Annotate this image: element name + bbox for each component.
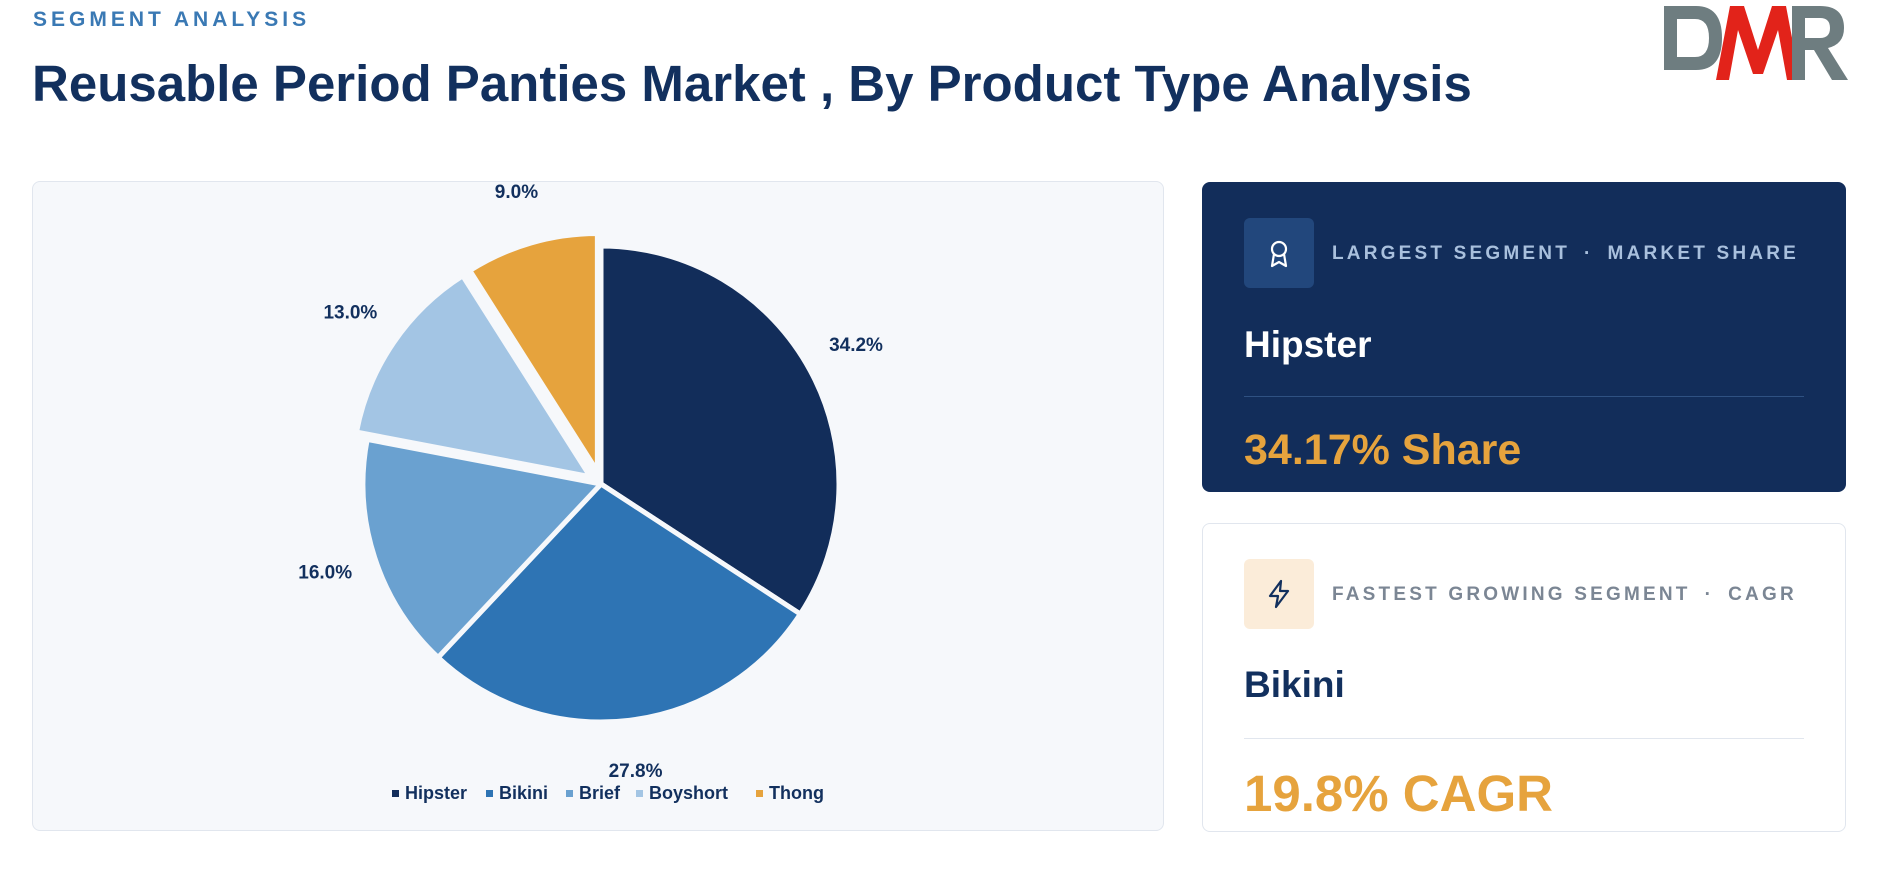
card-label: LARGEST SEGMENT · MARKET SHARE bbox=[1332, 243, 1799, 265]
segment-name: Bikini bbox=[1244, 664, 1345, 705]
section-eyebrow: SEGMENT ANALYSIS bbox=[33, 8, 311, 31]
chart-panel: 34.2% 27.8% 16.0% 13.0% 9.0% Hipster Bikini Br… bbox=[32, 181, 1164, 831]
legend-item-thong[interactable]: Thong bbox=[756, 783, 824, 803]
segment-value: 19.8% CAGR bbox=[1244, 765, 1553, 822]
pie-slice-boyshort[interactable] bbox=[353, 273, 593, 480]
pie-slice-brief[interactable] bbox=[360, 436, 604, 660]
label-segment: LARGEST SEGMENT bbox=[1332, 243, 1571, 264]
card-divider bbox=[1244, 738, 1804, 739]
legend-label: Brief bbox=[579, 783, 621, 803]
label-separator: · bbox=[1704, 584, 1715, 605]
fastest-growing-card: FASTEST GROWING SEGMENT · CAGR Bikini 19.8… bbox=[1202, 523, 1846, 832]
pie-slice-bikini[interactable] bbox=[435, 481, 803, 725]
legend-swatch bbox=[566, 790, 573, 797]
segment-name: Hipster bbox=[1244, 324, 1372, 365]
lightning-bolt-icon bbox=[1244, 559, 1314, 629]
data-label-boyshort: 13.0% bbox=[323, 303, 377, 324]
data-label-thong: 9.0% bbox=[495, 182, 538, 203]
award-ribbon-icon bbox=[1244, 218, 1314, 288]
legend-swatch bbox=[636, 790, 643, 797]
dmr-logo bbox=[1664, 6, 1848, 80]
legend-label: Boyshort bbox=[649, 783, 728, 803]
label-segment: FASTEST GROWING SEGMENT bbox=[1332, 584, 1691, 605]
legend-item-boyshort[interactable]: Boyshort bbox=[636, 783, 728, 803]
legend-swatch bbox=[392, 790, 399, 797]
pie-slice-thong[interactable] bbox=[467, 231, 600, 475]
legend-item-bikini[interactable]: Bikini bbox=[486, 783, 548, 803]
largest-segment-card: LARGEST SEGMENT · MARKET SHARE Hipster 34.… bbox=[1202, 182, 1846, 492]
legend-label: Thong bbox=[769, 783, 824, 803]
card-label: FASTEST GROWING SEGMENT · CAGR bbox=[1332, 584, 1797, 606]
legend-swatch bbox=[756, 790, 763, 797]
pie-chart: 34.2% 27.8% 16.0% 13.0% 9.0% Hipster Bikini Br… bbox=[298, 182, 883, 803]
legend-item-brief[interactable]: Brief bbox=[566, 783, 621, 803]
label-metric: CAGR bbox=[1728, 584, 1797, 605]
segment-value: 34.17% Share bbox=[1244, 426, 1522, 474]
label-metric: MARKET SHARE bbox=[1607, 243, 1800, 264]
data-label-hipster: 34.2% bbox=[829, 335, 883, 356]
legend-label: Hipster bbox=[405, 783, 467, 803]
label-separator: · bbox=[1584, 243, 1594, 264]
legend-swatch bbox=[486, 790, 493, 797]
page-title: Reusable Period Panties Market , By Prod… bbox=[32, 55, 1472, 112]
data-label-bikini: 27.8% bbox=[609, 761, 663, 782]
data-label-brief: 16.0% bbox=[298, 563, 352, 584]
card-divider bbox=[1244, 396, 1804, 397]
legend-label: Bikini bbox=[499, 783, 548, 803]
legend-item-hipster[interactable]: Hipster bbox=[392, 783, 467, 803]
